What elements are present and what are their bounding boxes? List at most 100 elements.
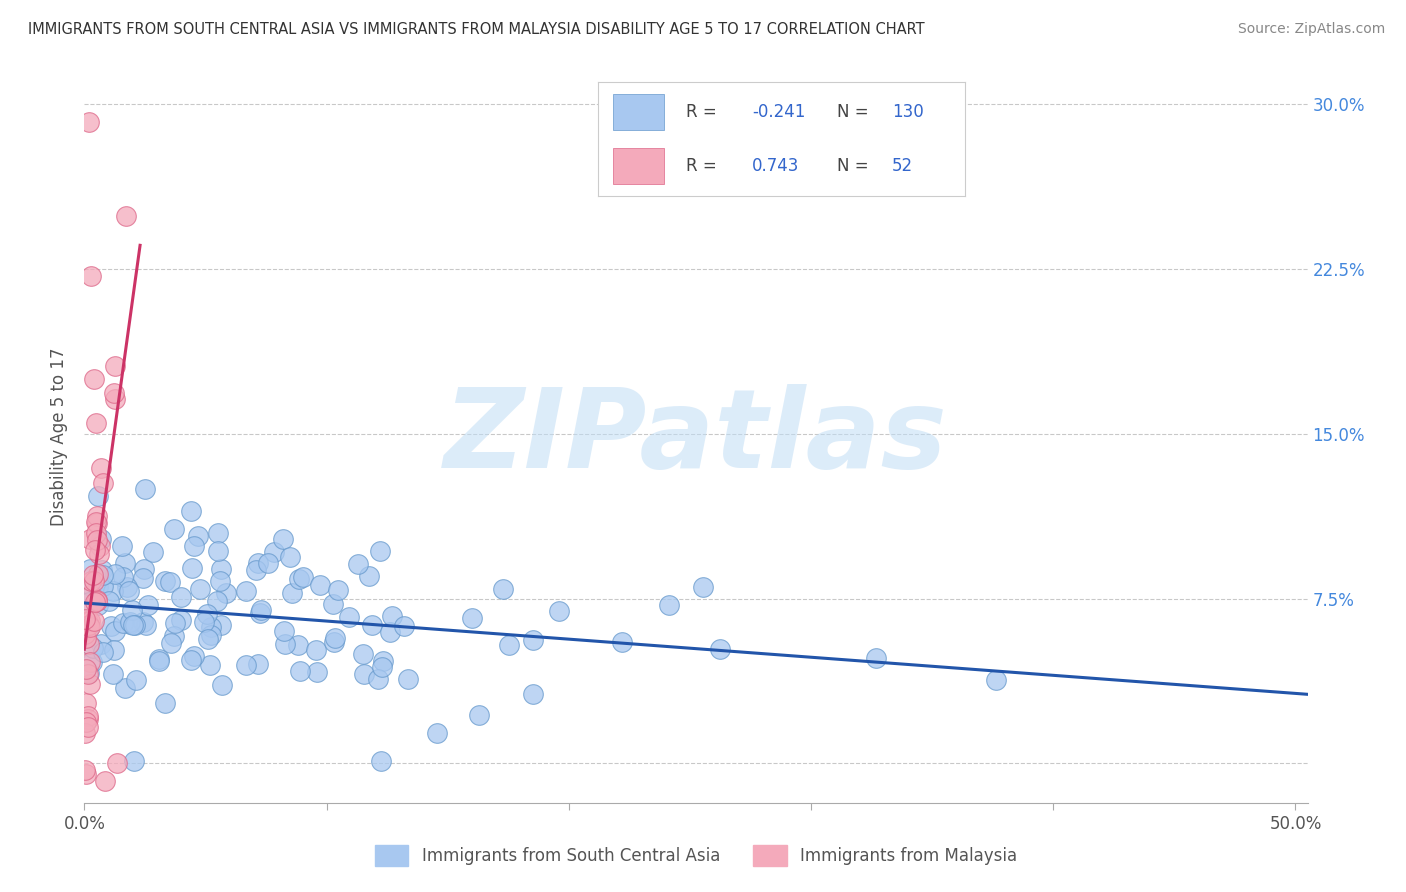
- Point: [115, 209, 138, 223]
- Text: IMMIGRANTS FROM SOUTH CENTRAL ASIA VS IMMIGRANTS FROM MALAYSIA DISABILITY AGE 5 : IMMIGRANTS FROM SOUTH CENTRAL ASIA VS IM…: [28, 22, 925, 37]
- Point: [271, 533, 294, 547]
- Point: [211, 678, 233, 692]
- Point: [79, 676, 101, 690]
- Point: [197, 632, 219, 647]
- Point: [79, 656, 101, 670]
- Point: [134, 482, 156, 496]
- Point: [80, 655, 103, 669]
- Point: [76, 604, 98, 618]
- Point: [246, 556, 269, 570]
- Point: [353, 667, 375, 681]
- Point: [461, 611, 484, 625]
- Point: [83, 615, 105, 629]
- Point: [104, 392, 127, 406]
- Point: [180, 503, 202, 517]
- Point: [207, 525, 229, 540]
- Point: [90, 637, 112, 651]
- Point: [86, 516, 108, 531]
- Point: [148, 652, 170, 666]
- Point: [370, 544, 392, 558]
- Point: [370, 754, 392, 768]
- Point: [84, 525, 107, 540]
- Point: [280, 586, 302, 600]
- Point: [86, 509, 108, 524]
- Point: [692, 580, 714, 594]
- Point: [83, 574, 105, 588]
- Point: [658, 598, 681, 612]
- Y-axis label: Disability Age 5 to 17: Disability Age 5 to 17: [51, 348, 69, 526]
- Point: [80, 574, 103, 588]
- Point: [256, 556, 278, 570]
- Point: [86, 533, 108, 548]
- Point: [122, 618, 145, 632]
- Point: [153, 574, 176, 588]
- Point: [75, 767, 97, 781]
- Point: [263, 545, 285, 559]
- Point: [142, 545, 165, 559]
- Point: [136, 598, 159, 612]
- Point: [288, 573, 311, 587]
- Point: [134, 562, 156, 576]
- Point: [337, 610, 360, 624]
- Point: [90, 563, 112, 577]
- Point: [91, 645, 114, 659]
- Point: [322, 597, 344, 611]
- Point: [381, 609, 404, 624]
- Point: [371, 660, 394, 674]
- Point: [159, 636, 181, 650]
- Text: Source: ZipAtlas.com: Source: ZipAtlas.com: [1237, 22, 1385, 37]
- Point: [83, 372, 105, 386]
- Point: [75, 612, 97, 626]
- Point: [163, 629, 186, 643]
- Point: [610, 634, 633, 648]
- Point: [371, 654, 394, 668]
- Point: [291, 570, 314, 584]
- Point: [208, 574, 231, 588]
- Point: [77, 637, 100, 651]
- Point: [200, 628, 222, 642]
- Point: [426, 726, 449, 740]
- Point: [193, 615, 215, 629]
- Point: [522, 633, 544, 648]
- Point: [76, 614, 98, 628]
- Point: [86, 416, 108, 430]
- Point: [325, 631, 347, 645]
- Point: [103, 643, 125, 657]
- Point: [169, 613, 191, 627]
- Point: [118, 583, 141, 598]
- Point: [305, 643, 328, 657]
- Point: [250, 603, 273, 617]
- Point: [135, 618, 157, 632]
- Point: [287, 638, 309, 652]
- Point: [91, 475, 114, 490]
- Point: [118, 615, 141, 629]
- Point: [93, 773, 115, 788]
- Point: [247, 657, 270, 671]
- Point: [181, 560, 204, 574]
- Point: [73, 627, 96, 641]
- Point: [392, 619, 415, 633]
- Point: [77, 595, 100, 609]
- Point: [75, 714, 97, 729]
- Point: [86, 593, 108, 607]
- Point: [97, 594, 120, 608]
- Point: [82, 568, 104, 582]
- Point: [125, 673, 148, 687]
- Point: [90, 461, 112, 475]
- Point: [87, 580, 110, 594]
- Legend: Immigrants from South Central Asia, Immigrants from Malaysia: Immigrants from South Central Asia, Immi…: [368, 838, 1024, 872]
- Point: [187, 529, 209, 543]
- Point: [366, 672, 388, 686]
- Point: [83, 595, 105, 609]
- Point: [309, 578, 332, 592]
- Point: [80, 268, 103, 283]
- Point: [322, 635, 344, 649]
- Point: [79, 614, 101, 628]
- Point: [89, 540, 111, 554]
- Point: [492, 582, 515, 596]
- Point: [346, 558, 368, 572]
- Point: [79, 588, 101, 602]
- Point: [290, 664, 312, 678]
- Point: [100, 619, 122, 633]
- Point: [76, 667, 98, 681]
